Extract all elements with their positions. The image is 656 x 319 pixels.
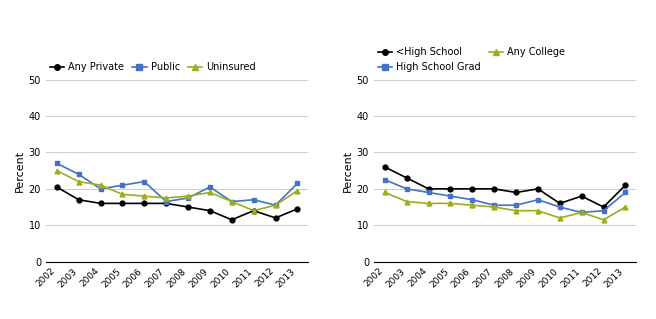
Any College [556,216,564,220]
Public [96,187,104,191]
Y-axis label: Percent: Percent [342,150,352,192]
Any Private [162,202,170,205]
Line: Any Private: Any Private [54,185,300,222]
Uninsured [228,200,236,204]
Uninsured [75,180,83,183]
Uninsured [162,196,170,200]
<High School [534,187,542,191]
Legend: <High School, High School Grad, Any College: <High School, High School Grad, Any Coll… [374,43,569,76]
Uninsured [272,203,279,207]
Line: Uninsured: Uninsured [54,168,300,213]
Any Private [272,216,279,220]
Line: Public: Public [54,161,300,208]
High School Grad [381,178,389,182]
Any Private [293,207,301,211]
Uninsured [206,190,214,194]
High School Grad [556,205,564,209]
Any College [512,209,520,212]
Any Private [119,202,127,205]
<High School [578,194,586,198]
Public [140,180,148,183]
Line: <High School: <High School [382,165,628,210]
Any College [447,202,455,205]
Public [206,185,214,189]
Any Private [53,185,61,189]
High School Grad [600,209,607,212]
High School Grad [512,203,520,207]
Line: Any College: Any College [382,190,628,222]
High School Grad [403,187,411,191]
High School Grad [621,190,629,194]
Uninsured [53,169,61,173]
Any Private [75,198,83,202]
Any Private [96,202,104,205]
Any Private [250,209,258,212]
Line: High School Grad: High School Grad [382,177,628,215]
Any College [468,203,476,207]
Any College [424,202,432,205]
<High School [490,187,498,191]
<High School [512,190,520,194]
<High School [556,202,564,205]
Legend: Any Private, Public, Uninsured: Any Private, Public, Uninsured [46,58,260,76]
Y-axis label: Percent: Percent [14,150,24,192]
Any College [381,190,389,194]
High School Grad [447,194,455,198]
Public [272,203,279,207]
Any College [403,200,411,204]
Any College [578,211,586,214]
Public [293,182,301,185]
<High School [447,187,455,191]
Any Private [184,205,192,209]
Uninsured [96,183,104,187]
High School Grad [578,211,586,214]
Uninsured [250,209,258,212]
Public [228,200,236,204]
Uninsured [119,192,127,196]
Any College [600,218,607,222]
Public [184,196,192,200]
Public [53,161,61,165]
<High School [381,165,389,169]
Public [75,172,83,176]
<High School [403,176,411,180]
Uninsured [293,189,301,193]
Uninsured [184,194,192,198]
Any Private [206,209,214,212]
High School Grad [490,203,498,207]
Any Private [140,202,148,205]
Public [162,200,170,204]
Uninsured [140,194,148,198]
<High School [621,183,629,187]
Any College [490,205,498,209]
<High School [424,187,432,191]
Any College [534,209,542,212]
<High School [468,187,476,191]
High School Grad [468,198,476,202]
Any College [621,205,629,209]
Public [119,183,127,187]
<High School [600,205,607,209]
Any Private [228,218,236,222]
Public [250,198,258,202]
High School Grad [424,190,432,194]
High School Grad [534,198,542,202]
